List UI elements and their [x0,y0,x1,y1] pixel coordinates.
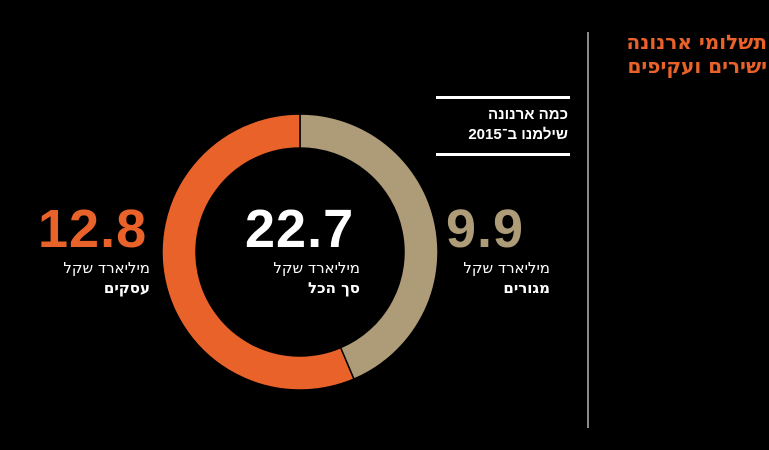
total-unit: מיליארד שקל [273,259,360,277]
total-label: סך הכל [308,279,360,297]
total-value: 22.7 [245,199,355,259]
residences-value: 9.9 [446,199,525,259]
vertical-divider [587,32,589,428]
subtitle-line-2: שילמנו ב־2015 [468,126,568,143]
businesses-unit: מיליארד שקל [63,259,150,277]
businesses-label: עסקים [103,279,150,297]
businesses-value: 12.8 [38,199,148,259]
subtitle-box: כמה ארנונה שילמנו ב־2015 [436,96,570,156]
title-line-2: ישירים ועקיפים [627,54,767,78]
residences-label: מגורים [503,279,550,297]
residences-unit: מיליארד שקל [463,259,550,277]
subtitle-line-1: כמה ארנונה [488,106,568,123]
donut-slice-residences [299,113,439,381]
donut-slice-businesses [161,113,355,391]
chart-title: תשלומי ארנונה ישירים ועקיפים [597,30,767,78]
title-line-1: תשלומי ארנונה [626,30,767,54]
